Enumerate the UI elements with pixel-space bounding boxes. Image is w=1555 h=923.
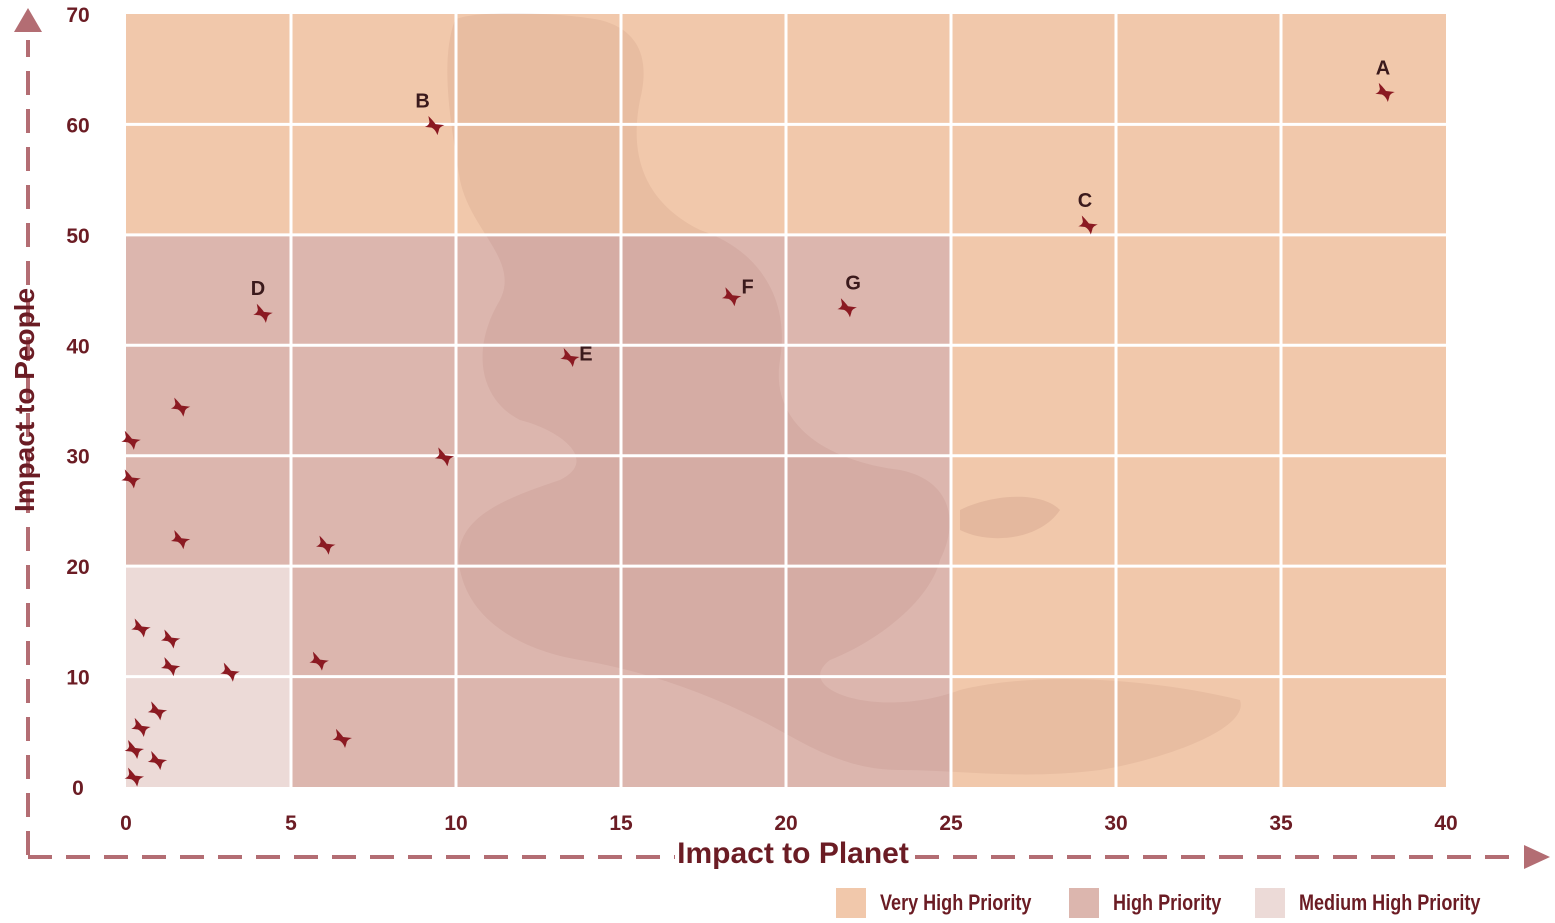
data-point [121,469,141,489]
data-point [160,629,181,649]
data-point-label: F [741,277,753,299]
y-tick-label: 70 [66,4,89,27]
y-tick-label: 60 [66,114,89,137]
legend: Very High Priority High Priority Medium … [836,888,1538,918]
x-tick-label: 20 [774,812,797,835]
data-point-label: D [251,278,265,300]
y-axis-label: Impact to People [9,288,40,512]
y-tick-labels: 0 10 20 30 40 50 60 70 [66,4,89,800]
bird-marker-icon [147,701,168,721]
data-point [170,397,191,417]
data-point [220,662,240,682]
bird-marker-icon [121,469,141,489]
legend-swatch-very-high [836,888,866,918]
y-tick-label: 40 [66,335,89,358]
grid-lines [126,14,1446,787]
x-tick-label: 25 [939,812,963,835]
data-point [131,717,151,737]
data-point-b: B [415,90,445,136]
bird-marker-icon [1375,82,1395,102]
y-tick-label: 10 [66,667,89,690]
y-tick-label: 50 [66,225,89,248]
axis-arrows [14,8,1550,869]
data-point-label: C [1078,190,1092,212]
y-axis-arrowhead [14,8,42,32]
x-tick-label: 40 [1434,812,1457,835]
legend-label-very-high: Very High Priority [880,890,1032,915]
data-point [434,447,455,467]
x-tick-label: 5 [285,812,297,835]
y-tick-label: 0 [72,777,84,800]
data-point-label: B [415,90,429,112]
bird-marker-icon [424,116,445,136]
legend-swatch-medium-high [1254,888,1285,918]
data-point-a: A [1375,57,1395,102]
legend-item-medium-high: Medium High Priority [1254,888,1520,918]
photo-collage-fragment [960,496,1060,539]
bird-marker-icon [131,717,151,737]
x-tick-label: 0 [120,812,132,835]
x-tick-label: 10 [444,812,467,835]
photo-collage-silhouette [447,13,1241,775]
data-point [147,701,168,721]
data-point-label: E [579,343,592,365]
data-points: A B C D E F G [121,57,1395,787]
bird-marker-icon [253,303,273,323]
bird-marker-icon [131,618,151,638]
x-tick-label: 30 [1104,812,1127,835]
bird-marker-icon [332,728,353,748]
bird-marker-icon [147,751,168,771]
data-point [160,657,181,677]
legend-item-high: High Priority [1068,888,1245,918]
data-point-label: G [845,273,861,295]
bird-marker-icon [560,347,580,368]
y-tick-label: 20 [66,556,89,579]
bird-marker-icon [170,530,191,550]
bird-marker-icon [160,629,181,649]
bird-marker-icon [309,651,329,671]
data-point-e: E [560,343,593,368]
data-point-d: D [251,278,273,323]
bird-marker-icon [721,287,742,307]
data-point [121,430,141,450]
x-tick-label: 35 [1269,812,1293,835]
data-point [147,751,168,771]
y-tick-label: 30 [66,446,89,469]
data-point [170,530,191,550]
legend-item-very-high: Very High Priority [836,888,1065,918]
bird-marker-icon [124,767,145,787]
x-axis-label: Impact to Planet [677,837,909,870]
x-tick-labels: 0 5 10 15 20 25 30 35 40 [120,812,1458,835]
x-tick-label: 15 [609,812,633,835]
bird-marker-icon [121,430,141,450]
legend-swatch-high [1068,888,1099,918]
data-point [315,535,336,555]
bird-marker-icon [434,447,455,467]
data-point-f: F [721,277,754,307]
legend-label-medium-high: Medium High Priority [1298,890,1481,915]
bird-marker-icon [170,397,191,417]
bird-marker-icon [315,535,336,555]
data-point [124,767,145,787]
bird-marker-icon [124,739,145,760]
data-point [124,739,145,760]
x-axis-arrowhead [1524,845,1550,869]
data-point [332,728,353,748]
bird-marker-icon [1078,215,1098,235]
data-point-g: G [837,273,861,318]
bird-marker-icon [220,662,240,682]
bird-marker-icon [837,298,857,318]
data-point-label: A [1376,57,1390,79]
photo-collage-shape [447,13,1241,775]
data-point [131,618,151,638]
data-point [309,651,329,671]
legend-label-high: High Priority [1112,890,1221,915]
data-point-c: C [1078,190,1098,235]
bird-marker-icon [160,657,181,677]
